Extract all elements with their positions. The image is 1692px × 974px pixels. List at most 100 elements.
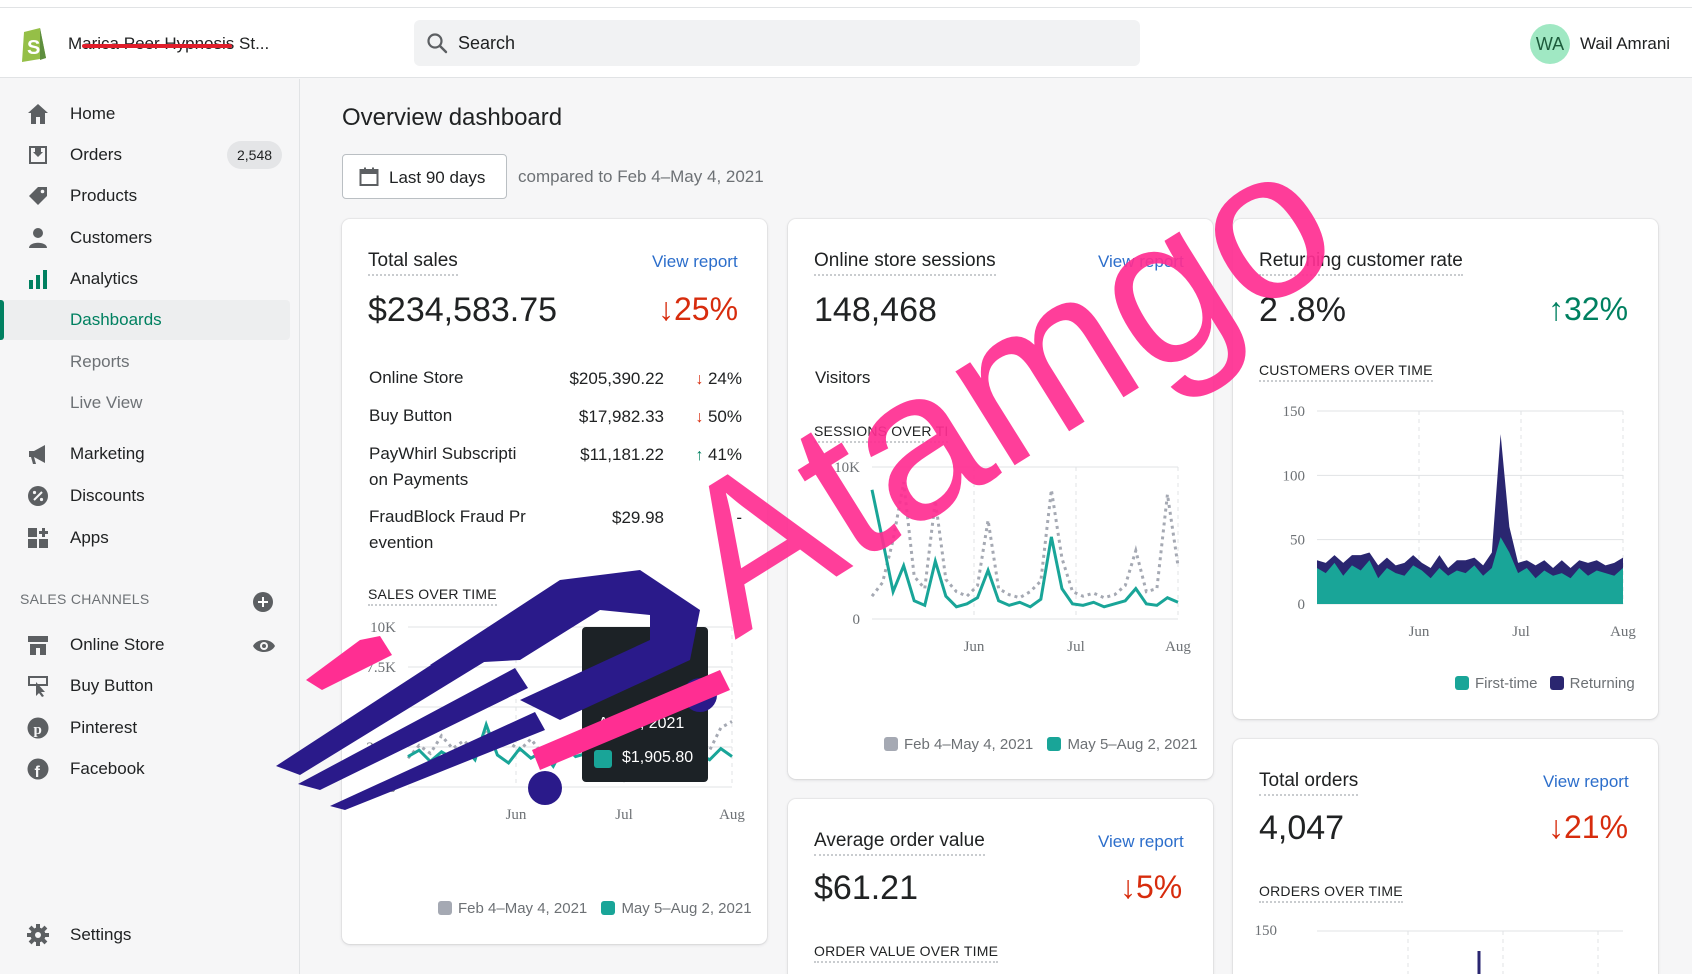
total-sales-card: Total sales View report $234,583.75 ↓25%… <box>342 219 767 944</box>
view-report-link[interactable]: View report <box>1543 772 1629 791</box>
total-orders-card: Total orders View report 4,047 ↓21% ORDE… <box>1233 739 1658 974</box>
sidebar-item-dashboards[interactable]: Dashboards <box>0 300 290 340</box>
returning-rate-delta: ↑32% <box>1548 291 1629 327</box>
sidebar-item-customers[interactable]: Customers <box>0 218 300 258</box>
y-tick-label: 0 <box>389 780 397 796</box>
facebook-icon: f <box>27 758 49 781</box>
x-tick-label: Jun <box>1409 624 1430 640</box>
apps-icon <box>28 528 48 548</box>
tooltip-swatch <box>594 672 612 690</box>
top-edge <box>0 0 1692 8</box>
view-report-link[interactable]: View report <box>652 252 738 271</box>
total-orders-delta: ↓21% <box>1548 809 1629 845</box>
y-tick-label: 10K <box>834 460 860 476</box>
sales-channels-title: SALES CHANNELS <box>20 591 150 607</box>
sidebar-item-pinterest[interactable]: p Pinterest <box>0 708 300 748</box>
legend-swatch <box>884 737 898 751</box>
card-title[interactable]: Average order value <box>814 830 985 856</box>
sidebar-item-reports[interactable]: Reports <box>70 352 130 371</box>
legend-swatch <box>1455 676 1469 690</box>
sidebar-item-settings[interactable]: Settings <box>0 915 300 955</box>
channel-name: PayWhirl Subscripti on Payments <box>369 444 517 489</box>
visitors-label: Visitors <box>815 368 871 387</box>
compare-range-text: compared to Feb 4–May 4, 2021 <box>518 167 764 186</box>
discount-icon <box>28 486 48 506</box>
eye-icon[interactable] <box>252 634 276 658</box>
card-title[interactable]: Total orders <box>1259 770 1359 796</box>
returning-customer-rate-card: Returning customer rate 2 .8% ↑32% CUSTO… <box>1233 219 1658 719</box>
redaction-mark <box>82 44 232 48</box>
sidebar-item-products[interactable]: Products <box>0 176 300 216</box>
card-title[interactable]: Online store sessions <box>814 250 996 276</box>
channel-value: $17,982.33 <box>578 407 664 426</box>
chart-legend: First-time Returning <box>1455 675 1635 692</box>
channel-value: $29.98 <box>612 508 664 527</box>
y-tick-label: 0 <box>853 612 861 628</box>
sidebar-item-online-store[interactable]: Online Store <box>0 625 300 665</box>
svg-text:S: S <box>27 37 40 59</box>
legend-swatch <box>601 901 616 915</box>
sidebar-item-live-view[interactable]: Live View <box>70 393 143 412</box>
returning-rate-value: 2 .8% <box>1259 291 1346 329</box>
sidebar-item-apps[interactable]: Apps <box>0 518 300 558</box>
buy-button-icon <box>28 676 48 697</box>
channel-pct: ↑ 41% <box>695 445 742 464</box>
x-tick-label: Jun <box>964 639 985 655</box>
tag-icon <box>29 187 47 205</box>
store-icon <box>28 636 48 655</box>
total-orders-value: 4,047 <box>1259 809 1345 847</box>
sidebar-item-discounts[interactable]: Discounts <box>0 476 300 516</box>
date-range-button[interactable]: Last 90 days <box>342 154 507 199</box>
search-input[interactable] <box>458 20 1118 66</box>
legend-swatch <box>438 901 452 915</box>
megaphone-icon <box>29 445 45 464</box>
chart-title: ORDER VALUE OVER TIME <box>814 943 999 963</box>
view-report-link[interactable]: View report <box>1098 832 1184 851</box>
bar-chart-icon <box>29 270 47 289</box>
total-sales-delta: ↓25% <box>658 291 739 327</box>
home-icon <box>28 104 48 124</box>
sidebar: Home Orders 2,548 Products Customers Ana… <box>0 79 300 974</box>
channel-pct: ↓ 24% <box>695 369 742 388</box>
channel-value: $205,390.22 <box>569 369 664 388</box>
channel-pct: ↓ 50% <box>695 407 742 426</box>
channel-name: Online Store <box>369 368 464 387</box>
customers-over-time-chart[interactable]: 0 50 100 150 Jun Jul Aug <box>1233 389 1658 669</box>
orders-over-time-chart[interactable]: 150 <box>1233 909 1658 974</box>
chart-title: CUSTOMERS OVER TIME <box>1259 362 1433 382</box>
aov-delta: ↓5% <box>1120 869 1183 905</box>
svg-text:f: f <box>35 764 41 781</box>
legend-swatch <box>1549 676 1564 690</box>
user-name[interactable]: Wail Amrani <box>1580 34 1671 53</box>
sidebar-item-orders[interactable]: Orders 2,548 <box>0 135 300 175</box>
sessions-over-time-chart[interactable]: 0 10K Jun Jul Aug <box>788 449 1213 729</box>
y-tick-label: 2.5K <box>366 740 396 756</box>
x-tick-label: Jun <box>506 807 527 823</box>
shopify-logo-icon[interactable]: S <box>18 24 50 62</box>
avatar[interactable]: WA <box>1530 24 1570 64</box>
sidebar-item-analytics[interactable]: Analytics <box>0 259 300 299</box>
active-indicator <box>0 300 4 340</box>
svg-text:p: p <box>34 722 42 738</box>
card-title[interactable]: Returning customer rate <box>1259 250 1463 276</box>
y-tick-label: 0 <box>1298 597 1306 613</box>
y-tick-label: 7.5K <box>366 660 396 676</box>
person-icon <box>29 228 47 248</box>
sidebar-item-home[interactable]: Home <box>0 94 300 134</box>
y-tick-label: 50 <box>1290 533 1305 549</box>
store-name[interactable]: Marica Peer Hypnosis St... <box>68 34 269 54</box>
search-bar[interactable] <box>414 20 1140 66</box>
card-title[interactable]: Total sales <box>368 250 458 276</box>
series-line <box>870 481 1180 600</box>
x-tick-label: Aug <box>1610 624 1636 640</box>
channel-value: $11,181.22 <box>580 445 664 464</box>
sidebar-item-marketing[interactable]: Marketing <box>0 434 300 474</box>
add-channel-icon[interactable] <box>252 591 274 613</box>
sessions-value: 148,468 <box>814 291 937 329</box>
view-report-link[interactable]: View report <box>1098 252 1184 271</box>
sidebar-item-buy-button[interactable]: Buy Button <box>0 666 300 706</box>
aov-value: $61.21 <box>814 869 918 907</box>
sidebar-item-facebook[interactable]: f Facebook <box>0 749 300 789</box>
channel-name: Buy Button <box>369 406 453 425</box>
total-sales-value: $234,583.75 <box>368 291 558 329</box>
